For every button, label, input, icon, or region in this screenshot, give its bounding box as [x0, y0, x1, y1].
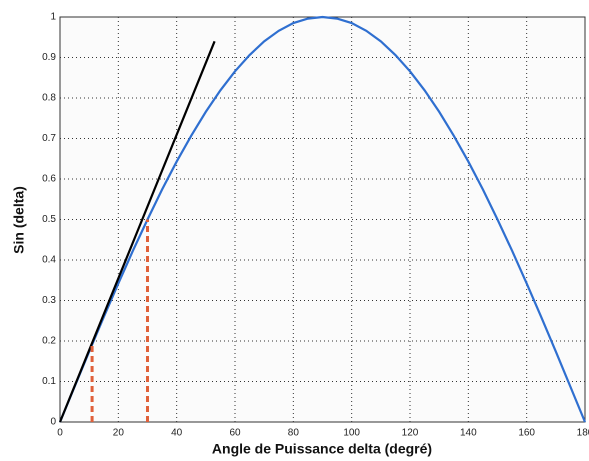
series-line [58, 40, 216, 423]
x-tick-label: 0 [57, 428, 63, 439]
x-tick-label: 100 [343, 428, 360, 439]
x-tick-label: 60 [229, 428, 241, 439]
y-tick-label: 0.8 [42, 93, 56, 104]
y-tick-label: 1 [50, 12, 56, 23]
y-tick-label: 0.6 [42, 174, 56, 185]
y-tick-label: 0.4 [42, 255, 56, 266]
x-axis-label: Angle de Puissance delta (degré) [212, 441, 432, 457]
x-tick-label: 140 [460, 428, 477, 439]
x-tick-label: 160 [518, 428, 535, 439]
x-tick-label: 40 [171, 428, 183, 439]
x-tick-label: 80 [288, 428, 300, 439]
x-tick-label: 20 [113, 428, 125, 439]
x-tick-label: 120 [402, 428, 419, 439]
y-tick-label: 0.2 [42, 336, 56, 347]
plot-area [59, 16, 586, 423]
y-tick-label: 0.9 [42, 52, 56, 63]
y-tick-label: 0.7 [42, 133, 56, 144]
y-tick-label: 0.5 [42, 214, 56, 225]
y-axis-label: Sin (delta) [11, 186, 27, 254]
y-tick-label: 0.3 [42, 295, 56, 306]
x-tick-label: 180 [577, 428, 589, 439]
y-tick-label: 0 [50, 417, 56, 428]
y-tick-label: 0.1 [42, 376, 56, 387]
